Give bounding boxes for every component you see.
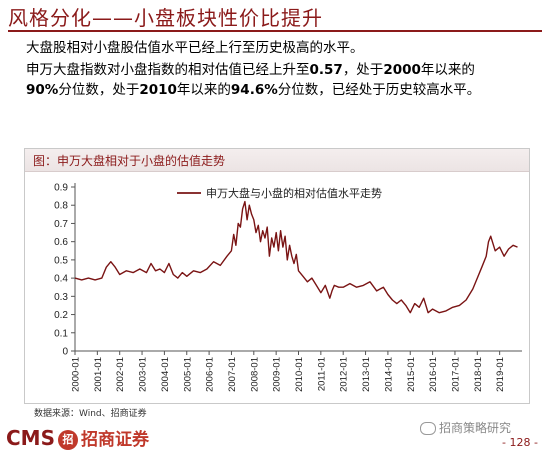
company-logo: CMS 招招商证券 bbox=[6, 425, 149, 450]
x-tick-label: 2011-01 bbox=[316, 357, 327, 391]
x-tick-label: 2002-01 bbox=[115, 357, 126, 392]
page-number: - 128 - bbox=[502, 436, 538, 449]
y-tick-label: 0.1 bbox=[54, 328, 68, 339]
y-tick-label: 0.4 bbox=[54, 274, 68, 285]
x-tick-label: 2013-01 bbox=[361, 357, 372, 392]
highlight-value: 94.6% bbox=[230, 82, 278, 98]
x-tick-label: 2001-01 bbox=[93, 357, 104, 392]
series-line bbox=[74, 200, 518, 314]
y-tick-label: 0.3 bbox=[54, 292, 68, 303]
x-tick-label: 2005-01 bbox=[182, 357, 193, 392]
highlight-value: 2010 bbox=[139, 82, 177, 98]
chart-panel: 图：申万大盘相对于小盘的估值走势 0 0.1 0.2 0.3 0.4 0.5 0.6 0.7 0… bbox=[24, 148, 530, 404]
x-tick-label: 2017-01 bbox=[450, 357, 461, 392]
summary-text: 申万大盘指数对小盘指数的相对估值已经上升至 bbox=[26, 62, 310, 78]
page-title: 风格分化——小盘板块性价比提升 bbox=[8, 6, 323, 30]
x-tick-label: 2003-01 bbox=[138, 357, 149, 392]
highlight-value: 0.57 bbox=[309, 62, 343, 78]
summary-text: 年以来的 bbox=[420, 62, 475, 78]
x-tick-label: 2009-01 bbox=[272, 357, 283, 392]
y-tick-label: 0.9 bbox=[54, 183, 68, 194]
logo-badge-icon: 招 bbox=[57, 429, 78, 450]
highlight-value: 2000 bbox=[383, 62, 421, 78]
summary-line-1: 大盘股相对小盘股估值水平已经上行至历史极高的水平。 bbox=[26, 40, 364, 56]
x-tick-label: 2016-01 bbox=[428, 357, 439, 392]
y-tick-label: 0.6 bbox=[54, 237, 68, 248]
chart-caption: 图：申万大盘相对于小盘的估值走势 bbox=[33, 154, 226, 168]
x-tick-label: 2000-01 bbox=[71, 357, 82, 392]
y-tick-label: 0.7 bbox=[54, 219, 68, 230]
x-tick-label: 2014-01 bbox=[383, 357, 394, 392]
y-tick-label: 0.8 bbox=[54, 201, 68, 212]
x-tick-label: 2010-01 bbox=[294, 357, 305, 392]
x-tick-label: 2012-01 bbox=[339, 357, 350, 392]
y-tick-label: 0.5 bbox=[54, 255, 68, 266]
chart-caption-bar: 图：申万大盘相对于小盘的估值走势 bbox=[25, 149, 529, 172]
highlight-value: 90% bbox=[26, 82, 59, 98]
x-tick-label: 2006-01 bbox=[205, 357, 216, 392]
x-tick-label: 2015-01 bbox=[406, 357, 417, 392]
x-tick-label: 2004-01 bbox=[160, 357, 171, 392]
summary-line-2: 申万大盘指数对小盘指数的相对估值已经上升至0.57，处于2000年以来的 90%… bbox=[26, 60, 546, 100]
x-tick-label: 2008-01 bbox=[249, 357, 260, 392]
logo-cn-text: 招商证券 bbox=[80, 430, 149, 450]
summary-text: 分位数，已经处于历史较高水平。 bbox=[277, 82, 481, 98]
summary-text: 年以来的 bbox=[176, 82, 231, 98]
wechat-icon bbox=[420, 422, 436, 435]
watermark-text: 招商策略研究 bbox=[439, 421, 512, 435]
legend-label: 申万大盘与小盘的相对估值水平走势 bbox=[206, 186, 382, 200]
y-tick-label: 0 bbox=[62, 347, 68, 358]
x-tick-label: 2018-01 bbox=[473, 357, 484, 392]
summary-text: 分位数，处于 bbox=[58, 82, 140, 98]
x-tick-label: 2007-01 bbox=[227, 357, 238, 392]
watermark: 招商策略研究 bbox=[420, 419, 511, 436]
x-tick-label: 2019-01 bbox=[495, 357, 506, 392]
logo-text: CMS bbox=[6, 426, 55, 450]
title-divider bbox=[8, 30, 542, 32]
summary-text: ，处于 bbox=[342, 62, 384, 78]
y-tick-label: 0.2 bbox=[54, 310, 68, 321]
data-source: 数据来源：Wind、招商证券 bbox=[34, 409, 147, 419]
line-chart: 0 0.1 0.2 0.3 0.4 0.5 0.6 0.7 0.8 0.9 2000-01 2001-… bbox=[54, 183, 522, 392]
